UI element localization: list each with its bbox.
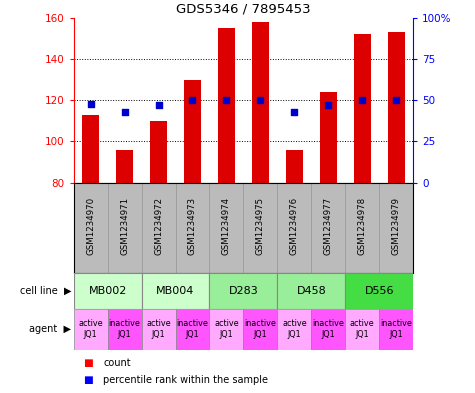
Text: GSM1234975: GSM1234975 — [256, 197, 265, 255]
Bar — [277, 183, 311, 273]
Bar — [218, 28, 235, 183]
Bar — [142, 183, 176, 273]
Bar — [74, 273, 142, 309]
Text: GSM1234973: GSM1234973 — [188, 197, 197, 255]
Bar — [354, 34, 371, 183]
Bar — [379, 183, 413, 273]
Text: GSM1234974: GSM1234974 — [222, 197, 231, 255]
Bar — [176, 309, 209, 350]
Bar — [209, 273, 277, 309]
Point — [155, 102, 162, 108]
Point — [256, 97, 264, 103]
Text: GSM1234972: GSM1234972 — [154, 197, 163, 255]
Bar — [312, 183, 345, 273]
Bar — [142, 309, 176, 350]
Text: GSM1234978: GSM1234978 — [358, 197, 367, 255]
Text: GSM1234971: GSM1234971 — [120, 197, 129, 255]
Text: MB002: MB002 — [88, 286, 127, 296]
Point — [189, 97, 196, 103]
Text: GSM1234979: GSM1234979 — [392, 197, 401, 255]
Bar — [74, 183, 107, 273]
Text: D283: D283 — [228, 286, 258, 296]
Bar — [209, 183, 243, 273]
Text: inactive
JQ1: inactive JQ1 — [380, 320, 412, 339]
Text: ■: ■ — [83, 358, 93, 367]
Text: active
JQ1: active JQ1 — [214, 320, 239, 339]
Text: ■: ■ — [83, 375, 93, 385]
Point — [121, 108, 128, 115]
Bar — [116, 150, 133, 183]
Text: GSM1234977: GSM1234977 — [324, 197, 333, 255]
Bar — [312, 309, 345, 350]
Bar — [345, 183, 379, 273]
Text: GSM1234976: GSM1234976 — [290, 197, 299, 255]
Bar — [345, 309, 379, 350]
Point — [324, 102, 332, 108]
Text: D556: D556 — [364, 286, 394, 296]
Bar — [74, 309, 107, 350]
Text: GSM1234970: GSM1234970 — [86, 197, 95, 255]
Bar — [320, 92, 337, 183]
Point — [359, 97, 366, 103]
Text: active
JQ1: active JQ1 — [146, 320, 171, 339]
Bar — [243, 309, 277, 350]
Title: GDS5346 / 7895453: GDS5346 / 7895453 — [176, 2, 311, 15]
Text: percentile rank within the sample: percentile rank within the sample — [103, 375, 268, 385]
Text: active
JQ1: active JQ1 — [350, 320, 375, 339]
Bar — [107, 183, 142, 273]
Point — [87, 100, 95, 107]
Bar — [345, 273, 413, 309]
Bar — [150, 121, 167, 183]
Bar — [388, 32, 405, 183]
Bar — [277, 273, 345, 309]
Bar — [209, 309, 243, 350]
Bar — [107, 309, 142, 350]
Text: active
JQ1: active JQ1 — [282, 320, 307, 339]
Bar — [379, 309, 413, 350]
Bar — [142, 273, 209, 309]
Point — [392, 97, 400, 103]
Text: D458: D458 — [296, 286, 326, 296]
Text: count: count — [103, 358, 131, 367]
Text: inactive
JQ1: inactive JQ1 — [177, 320, 209, 339]
Bar — [277, 309, 311, 350]
Text: agent  ▶: agent ▶ — [29, 324, 71, 334]
Text: active
JQ1: active JQ1 — [78, 320, 103, 339]
Text: inactive
JQ1: inactive JQ1 — [313, 320, 344, 339]
Bar — [286, 150, 303, 183]
Text: MB004: MB004 — [156, 286, 195, 296]
Bar — [252, 22, 269, 183]
Text: cell line  ▶: cell line ▶ — [20, 286, 71, 296]
Text: inactive
JQ1: inactive JQ1 — [109, 320, 141, 339]
Bar — [184, 79, 201, 183]
Point — [223, 97, 230, 103]
Point — [291, 108, 298, 115]
Text: inactive
JQ1: inactive JQ1 — [245, 320, 276, 339]
Bar — [82, 115, 99, 183]
Bar — [243, 183, 277, 273]
Bar — [176, 183, 209, 273]
